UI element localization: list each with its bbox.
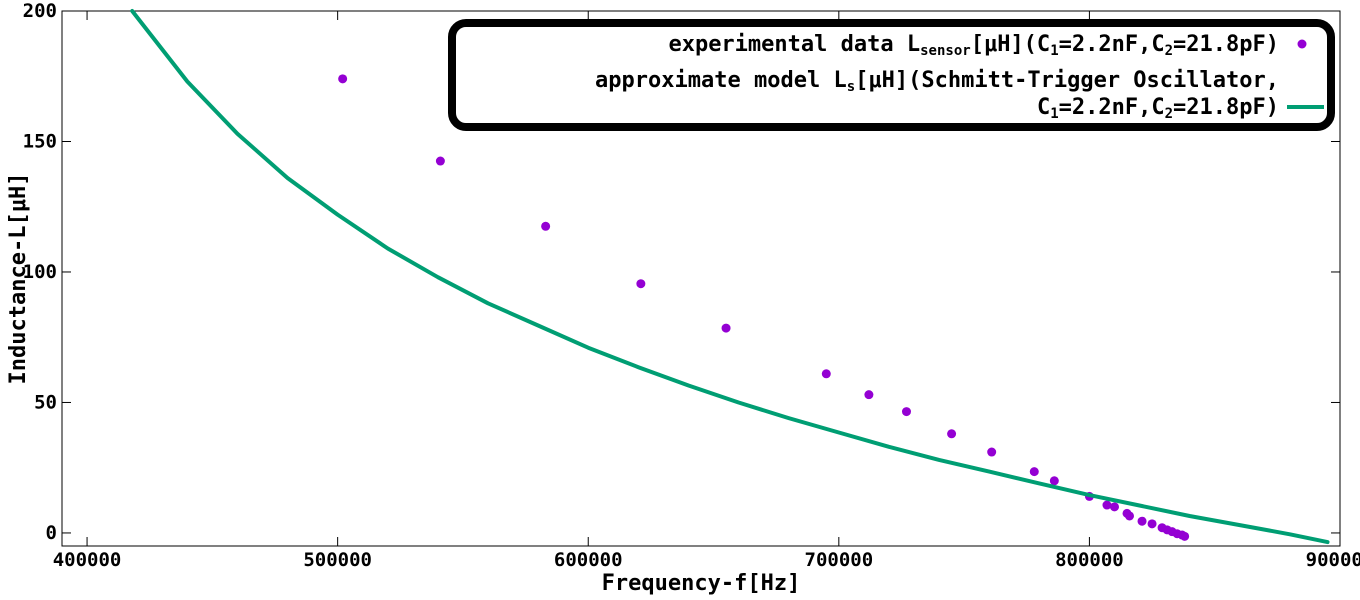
- experimental-data-point: [1109, 502, 1119, 512]
- experimental-data-point: [821, 369, 831, 379]
- legend-text-segment: [μH](C: [971, 32, 1050, 57]
- legend: experimental data Lsensor[μH](C1=2.2nF,C…: [448, 19, 1335, 131]
- legend-entry-text: experimental data Lsensor[μH](C1=2.2nF,C…: [668, 32, 1279, 59]
- experimental-data-point: [987, 447, 997, 457]
- experimental-data-point: [541, 221, 551, 231]
- experimental-data-point: [901, 407, 911, 417]
- legend-text-segment: approximate model L: [595, 68, 847, 93]
- legend-point-sample: [1297, 39, 1307, 49]
- legend-text-segment: =2.2nF,C: [1059, 32, 1165, 57]
- legend-subscript: 1: [1050, 106, 1058, 122]
- experimental-data-point: [1049, 476, 1059, 486]
- legend-subscript: 2: [1165, 43, 1173, 59]
- experimental-data-point: [1137, 516, 1147, 526]
- experimental-data-point: [1029, 467, 1039, 477]
- legend-text-segment: =21.8pF): [1173, 95, 1279, 120]
- experimental-data-point: [338, 74, 348, 84]
- legend-text-segment: [μH](Schmitt-Trigger Oscillator,: [855, 68, 1279, 93]
- experimental-data-point: [721, 323, 731, 333]
- x-tick-label: 600000: [554, 549, 623, 571]
- y-tick-label: 50: [34, 391, 57, 413]
- y-tick-label: 150: [23, 130, 57, 152]
- legend-entry-text: C1=2.2nF,C2=21.8pF): [1037, 95, 1279, 122]
- legend-box: [448, 19, 1335, 131]
- x-tick-label: 800000: [1055, 549, 1124, 571]
- legend-subscript: s: [847, 79, 855, 95]
- experimental-data-point: [1102, 500, 1112, 510]
- model-curve-line: [130, 9, 1330, 545]
- experimental-data-point: [1125, 511, 1135, 521]
- x-tick-label: 400000: [53, 549, 122, 571]
- legend-subscript: sensor: [920, 43, 971, 59]
- legend-entry-text: approximate model Ls[μH](Schmitt-Trigger…: [595, 68, 1279, 95]
- experimental-data-point: [1147, 519, 1157, 529]
- x-tick-label: 700000: [805, 549, 874, 571]
- x-tick-label: 500000: [303, 549, 372, 571]
- legend-subscript: 2: [1165, 106, 1173, 122]
- y-tick-label: 0: [46, 522, 57, 544]
- legend-text-segment: =21.8pF): [1173, 32, 1279, 57]
- legend-text-segment: C: [1037, 95, 1050, 120]
- experimental-data-point: [947, 429, 957, 439]
- experimental-data-point: [636, 279, 646, 289]
- experimental-data-point: [864, 390, 874, 400]
- x-axis-label: Frequency-f[Hz]: [602, 571, 801, 596]
- legend-text-segment: =2.2nF,C: [1059, 95, 1165, 120]
- experimental-data-point: [1180, 531, 1190, 541]
- y-tick-label: 200: [23, 0, 57, 22]
- plot-area-frame: [61, 10, 1341, 547]
- legend-subscript: 1: [1050, 43, 1058, 59]
- y-tick-label: 100: [23, 261, 57, 283]
- y-axis-label: Inductance-L[μH]: [6, 173, 31, 385]
- legend-text-segment: experimental data L: [668, 32, 920, 57]
- experimental-data-point: [435, 156, 445, 166]
